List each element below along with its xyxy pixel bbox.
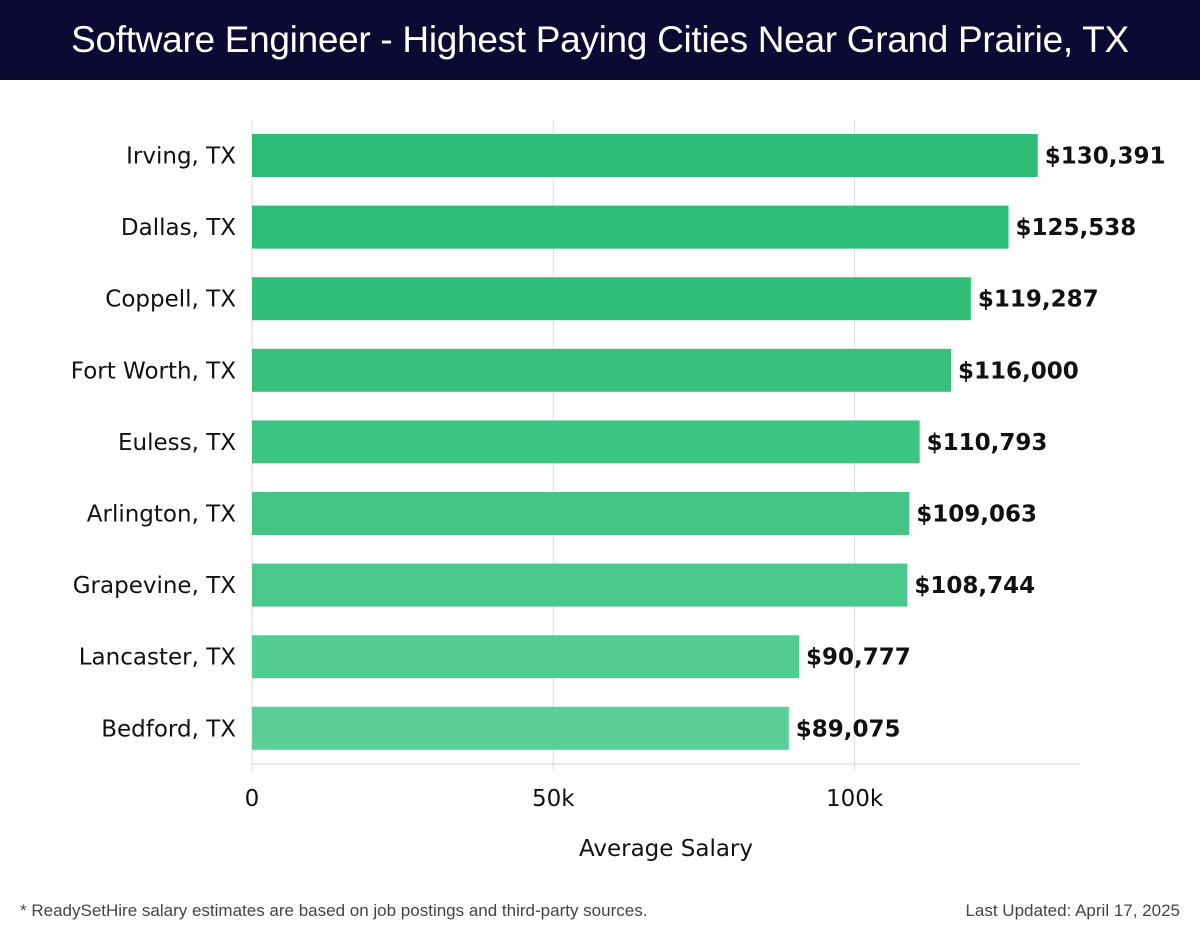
header-bar: Software Engineer - Highest Paying Citie… bbox=[0, 0, 1200, 80]
bar bbox=[252, 277, 971, 321]
category-label: Bedford, TX bbox=[101, 716, 236, 742]
value-label: $130,391 bbox=[1045, 144, 1166, 170]
value-label: $116,000 bbox=[958, 358, 1079, 384]
category-label: Grapevine, TX bbox=[73, 573, 237, 599]
bar-chart: Irving, TX $130,391 Dallas, TX $125,538 Copp… bbox=[71, 120, 1166, 862]
category-label: Irving, TX bbox=[126, 144, 236, 170]
value-label: $125,538 bbox=[1016, 215, 1137, 241]
value-label: $89,075 bbox=[796, 716, 901, 742]
footnote: * ReadySetHire salary estimates are base… bbox=[20, 901, 648, 920]
last-updated: Last Updated: April 17, 2025 bbox=[965, 901, 1180, 920]
x-tick-label: 50k bbox=[532, 786, 575, 812]
value-label: $108,744 bbox=[914, 573, 1035, 599]
x-tick-label: 100k bbox=[826, 786, 884, 812]
bar bbox=[252, 492, 910, 535]
value-label: $109,063 bbox=[916, 502, 1037, 528]
bar bbox=[252, 348, 952, 392]
category-label: Dallas, TX bbox=[121, 215, 236, 241]
x-tick-label: 0 bbox=[245, 786, 260, 812]
x-axis-title: Average Salary bbox=[579, 836, 753, 862]
value-label: $119,287 bbox=[978, 287, 1099, 313]
bar bbox=[252, 635, 800, 679]
category-label: Lancaster, TX bbox=[79, 645, 237, 671]
bar bbox=[252, 420, 920, 464]
category-label: Euless, TX bbox=[118, 430, 236, 456]
bar bbox=[252, 134, 1038, 177]
value-label: $90,777 bbox=[806, 645, 911, 671]
bar bbox=[252, 563, 908, 607]
bar bbox=[252, 205, 1009, 249]
category-label: Fort Worth, TX bbox=[71, 358, 236, 384]
category-label: Coppell, TX bbox=[105, 287, 236, 313]
value-label: $110,793 bbox=[927, 430, 1048, 456]
category-label: Arlington, TX bbox=[87, 502, 236, 528]
page-title: Software Engineer - Highest Paying Citie… bbox=[71, 19, 1129, 60]
bar bbox=[252, 706, 789, 750]
